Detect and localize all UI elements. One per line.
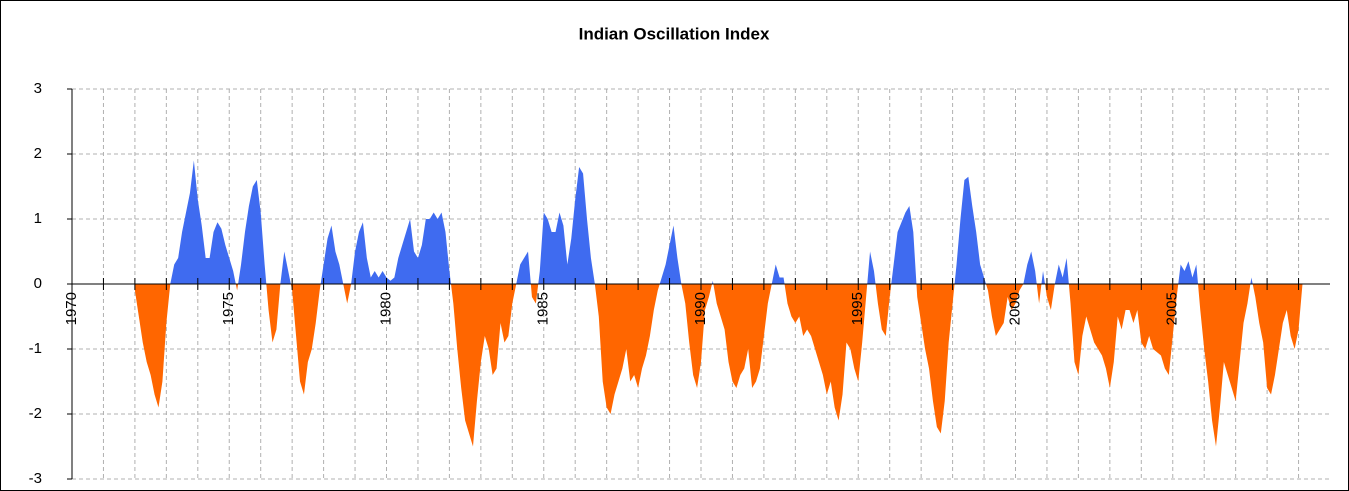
x-tick-label: 1975	[220, 292, 237, 325]
y-tick-label: 2	[34, 145, 42, 162]
x-tick-label: 1985	[535, 292, 552, 325]
chart-title: Indian Oscillation Index	[579, 24, 770, 43]
x-tick-label: 1970	[63, 292, 80, 325]
x-tick-label: 1995	[849, 292, 866, 325]
y-tick-label: -1	[29, 340, 42, 357]
y-tick-label: -3	[29, 470, 42, 487]
y-tick-label: -2	[29, 405, 42, 422]
y-tick-label: 1	[34, 210, 42, 227]
area	[134, 160, 1303, 447]
x-tick-label: 2000	[1006, 292, 1023, 325]
x-tick-label: 1990	[692, 292, 709, 325]
x-tick-label: 1980	[377, 292, 394, 325]
x-tick-label: 2005	[1164, 292, 1181, 325]
y-tick-label: 3	[34, 80, 42, 97]
y-tick-label: 0	[34, 275, 42, 292]
